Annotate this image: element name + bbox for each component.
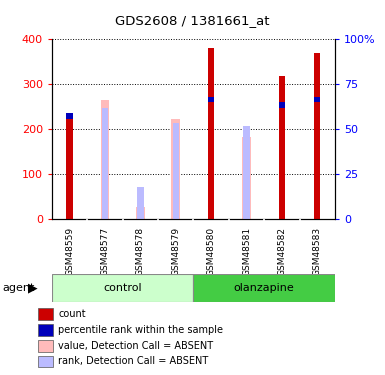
Text: GSM48559: GSM48559 xyxy=(65,227,74,276)
Bar xyxy=(314,53,320,219)
Text: rank, Detection Call = ABSENT: rank, Detection Call = ABSENT xyxy=(59,356,209,366)
Bar xyxy=(171,118,180,219)
Bar xyxy=(38,324,53,336)
Bar xyxy=(279,76,285,219)
Text: GSM48582: GSM48582 xyxy=(277,227,286,276)
Text: count: count xyxy=(59,309,86,319)
Text: GSM48578: GSM48578 xyxy=(136,227,145,276)
Bar xyxy=(38,340,53,352)
Text: percentile rank within the sample: percentile rank within the sample xyxy=(59,325,223,335)
Bar xyxy=(38,356,53,368)
Bar xyxy=(172,123,179,219)
Bar xyxy=(208,48,214,219)
Bar xyxy=(136,207,145,219)
FancyBboxPatch shape xyxy=(193,274,335,302)
Text: GSM48580: GSM48580 xyxy=(207,227,216,276)
FancyBboxPatch shape xyxy=(52,274,193,302)
Text: olanzapine: olanzapine xyxy=(234,283,295,293)
Text: agent: agent xyxy=(2,283,34,293)
Text: control: control xyxy=(104,283,142,293)
Text: GSM48581: GSM48581 xyxy=(242,227,251,276)
Bar xyxy=(67,116,73,219)
Bar xyxy=(279,102,285,108)
Bar xyxy=(67,113,73,118)
Text: GSM48579: GSM48579 xyxy=(171,227,180,276)
Bar xyxy=(314,97,320,102)
Bar xyxy=(243,126,250,219)
Bar xyxy=(100,100,109,219)
Text: GSM48583: GSM48583 xyxy=(313,227,322,276)
Bar xyxy=(242,137,251,219)
Text: value, Detection Call = ABSENT: value, Detection Call = ABSENT xyxy=(59,340,214,351)
Bar xyxy=(102,108,108,219)
Bar xyxy=(38,308,53,320)
Text: GSM48577: GSM48577 xyxy=(100,227,110,276)
Text: GDS2608 / 1381661_at: GDS2608 / 1381661_at xyxy=(115,14,270,27)
Bar xyxy=(208,97,214,102)
Bar xyxy=(137,187,144,219)
Text: ▶: ▶ xyxy=(28,282,38,294)
